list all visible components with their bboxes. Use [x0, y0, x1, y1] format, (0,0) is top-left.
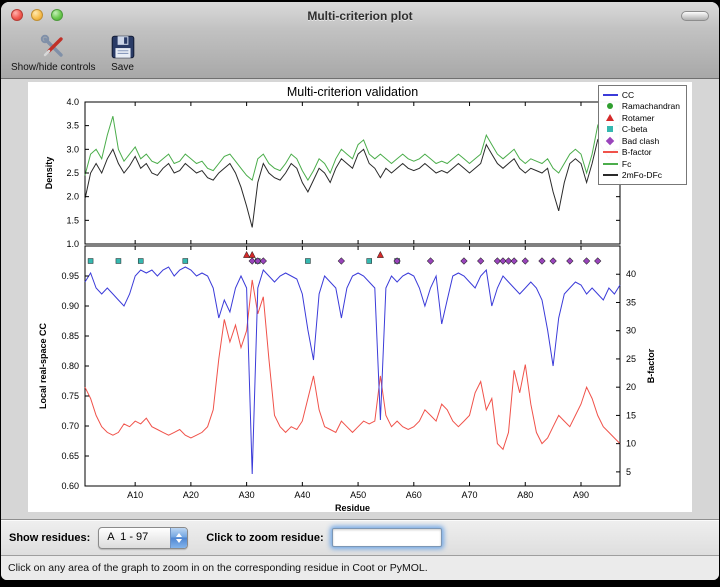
svg-text:0.60: 0.60 [61, 481, 79, 491]
minimize-button[interactable] [31, 9, 43, 21]
controls-bar: Show residues: A 1 - 97 Click to zoom re… [1, 519, 719, 555]
svg-text:4.0: 4.0 [66, 97, 79, 107]
legend-label-rotamer: Rotamer [621, 112, 655, 123]
2mfo-dfc-line-icon [602, 174, 618, 177]
legend-label-b-factor: B-factor [621, 147, 652, 158]
plot-area: Multi-criterion validation 1.0 1.5 2.0 2.5 3.… [1, 79, 719, 519]
legend-item-2mfo-dfc: 2mFo-DFc [602, 170, 680, 182]
svg-text:A80: A80 [517, 490, 533, 500]
svg-text:3.0: 3.0 [66, 144, 79, 154]
legend-label-c-beta: C-beta [621, 124, 648, 135]
titlebar[interactable]: Multi-criterion plot [1, 2, 719, 29]
legend-item-fc: Fc [602, 158, 680, 170]
svg-text:1.5: 1.5 [66, 215, 79, 225]
tools-icon [41, 34, 63, 57]
svg-text:30: 30 [626, 326, 636, 336]
multi-criterion-chart[interactable]: Multi-criterion validation 1.0 1.5 2.0 2.5 3.… [28, 82, 692, 512]
b-factor-line-icon [602, 151, 618, 154]
legend-item-bad-clash: Bad clash [603, 135, 680, 147]
svg-text:15: 15 [626, 410, 636, 420]
svg-text:0.85: 0.85 [61, 331, 79, 341]
bad-clash-diamond-icon [605, 136, 615, 145]
legend-label-cc: CC [621, 89, 635, 100]
legend-label-2mfo-dfc: 2mFo-DFc [621, 170, 663, 181]
window-title: Multi-criterion plot [307, 8, 413, 23]
svg-text:A20: A20 [183, 490, 199, 500]
zoom-window-button[interactable] [51, 9, 63, 21]
legend-item-ramachandran: Ramachandran [603, 101, 680, 113]
rotamer-triangle-icon [605, 114, 614, 122]
svg-text:Multi-criterion validation: Multi-criterion validation [287, 85, 418, 99]
legend-item-b-factor: B-factor [602, 147, 680, 159]
legend-label-ramachandran: Ramachandran [621, 101, 680, 112]
svg-text:A90: A90 [573, 490, 589, 500]
cc-line-icon [602, 93, 618, 96]
legend-item-rotamer: Rotamer [603, 112, 680, 124]
svg-text:3.5: 3.5 [66, 121, 79, 131]
svg-text:0.75: 0.75 [61, 391, 79, 401]
legend-label-bad-clash: Bad clash [621, 135, 660, 146]
svg-text:1.0: 1.0 [66, 239, 79, 249]
traffic-lights [11, 9, 63, 21]
legend-item-c-beta: C-beta [603, 124, 680, 136]
legend-label-fc: Fc [621, 158, 632, 169]
svg-text:A60: A60 [406, 490, 422, 500]
plot-panel: Multi-criterion validation 1.0 1.5 2.0 2.5 3.… [28, 82, 692, 512]
svg-text:25: 25 [626, 354, 636, 364]
svg-text:5: 5 [626, 467, 631, 477]
save-icon [111, 35, 134, 59]
toolbar-button-label: Show/hide controls [11, 62, 96, 73]
close-button[interactable] [11, 9, 23, 21]
ramachandran-circle-icon [606, 103, 613, 110]
popup-value: A 1 - 97 [107, 530, 149, 543]
zoom-residue-input[interactable] [331, 528, 442, 547]
c-beta-square-icon [606, 126, 613, 133]
svg-text:0.80: 0.80 [61, 361, 79, 371]
legend: CC Ramachandran Rotamer C-beta Bad clash B-fa… [597, 85, 687, 185]
fc-line-icon [602, 162, 618, 165]
show-residues-label: Show residues: [9, 531, 91, 544]
svg-text:40: 40 [626, 269, 636, 279]
save-button[interactable]: Save [110, 29, 136, 73]
svg-text:B-factor: B-factor [646, 348, 656, 383]
show-residues-popup[interactable]: A 1 - 97 [98, 526, 189, 549]
show-hide-controls-button[interactable]: Show/hide controls [11, 29, 96, 73]
svg-text:10: 10 [626, 439, 636, 449]
svg-text:0.65: 0.65 [61, 451, 79, 461]
legend-item-cc: CC [602, 89, 680, 101]
svg-text:2.0: 2.0 [66, 192, 79, 202]
svg-text:Residue: Residue [335, 503, 370, 512]
svg-text:Density: Density [44, 157, 54, 190]
popup-stepper-icon [170, 527, 188, 548]
svg-text:2.5: 2.5 [66, 168, 79, 178]
svg-text:0.90: 0.90 [61, 301, 79, 311]
svg-text:35: 35 [626, 297, 636, 307]
status-bar: Click on any area of the graph to zoom i… [1, 555, 719, 580]
toolbar: Show/hide controls Save [1, 29, 719, 79]
svg-text:20: 20 [626, 382, 636, 392]
svg-text:0.95: 0.95 [61, 271, 79, 281]
svg-text:A70: A70 [462, 490, 478, 500]
svg-text:A40: A40 [294, 490, 310, 500]
svg-text:Local real-space CC: Local real-space CC [38, 322, 48, 409]
toolbar-toggle-button[interactable] [681, 11, 709, 21]
svg-text:A50: A50 [350, 490, 366, 500]
svg-text:0.70: 0.70 [61, 421, 79, 431]
svg-text:A30: A30 [239, 490, 255, 500]
toolbar-button-label: Save [111, 62, 134, 73]
status-text: Click on any area of the graph to zoom i… [8, 562, 428, 574]
svg-text:A10: A10 [127, 490, 143, 500]
zoom-residue-label: Click to zoom residue: [206, 531, 324, 544]
